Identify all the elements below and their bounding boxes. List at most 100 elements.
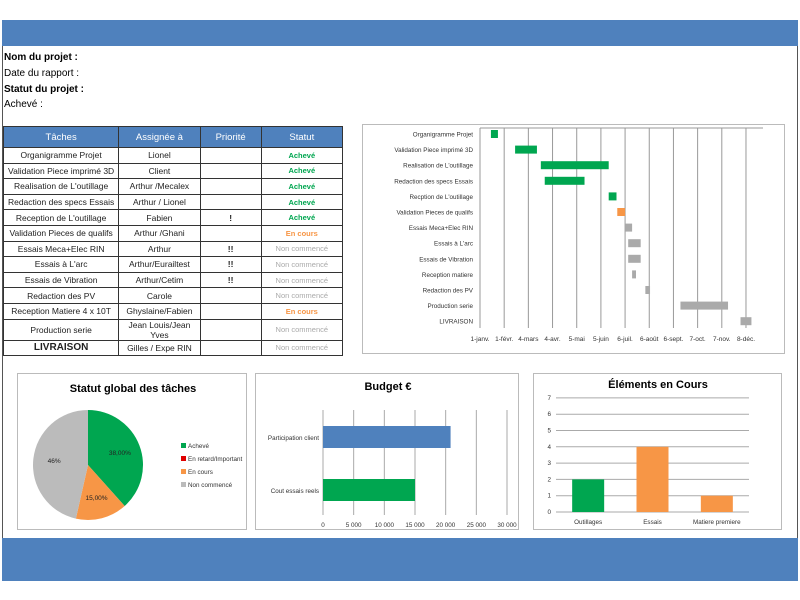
gantt-bar — [625, 223, 633, 232]
budget-chart: Budget € 0 5 000 10 000 15 000 20 000 25 000 30… — [255, 373, 519, 530]
cell-status: Non commencé — [260, 339, 344, 357]
table-row: Essais à L'arc Arthur/Eurailtest!! Non com… — [2, 256, 344, 273]
table-row: Reception de L'outillage Fabien! Achevé — [2, 209, 344, 226]
gantt-bar — [544, 176, 585, 185]
gantt-task-label: Redaction des PV — [423, 288, 474, 295]
cell-task: Validation Pieces de qualifs — [2, 224, 120, 242]
gantt-bar — [645, 286, 651, 294]
cell-priority — [199, 302, 262, 320]
cell-task: Realisation de L'outillage — [2, 178, 120, 195]
gantt-bar — [740, 317, 752, 326]
gantt-task-label: Realisation de L'outillage — [403, 163, 473, 170]
gantt-bar — [540, 161, 609, 170]
table-row: Validation Pieces de qualifs Arthur /Ghan… — [2, 224, 344, 242]
cell-assignee: Arthur/Cetim — [118, 271, 201, 289]
cell-task: LIVRAISON — [2, 339, 120, 357]
project-status-label: Statut du projet : — [4, 84, 84, 95]
gantt-tick-label: 7-nov. — [713, 336, 731, 343]
cell-task: Essais Meca+Elec RIN — [2, 240, 120, 258]
col-taches: Tâches — [2, 126, 120, 148]
table-row: Organigramme Projet Lionel Achevé — [2, 147, 344, 164]
cell-task: Production serie — [2, 318, 120, 341]
elements-tick-label: 0 — [547, 509, 551, 516]
budget-tick-label: 10 000 — [375, 522, 395, 529]
gantt-task-label: Validation Piece imprimé 3D — [394, 147, 473, 154]
legend-swatch — [181, 443, 186, 448]
budget-tick-label: 20 000 — [436, 522, 456, 529]
cell-status: Achevé — [260, 193, 344, 211]
legend-label: En retard/Important — [188, 456, 242, 463]
legend-label: Achevé — [188, 443, 210, 450]
tasks-table: Tâches Assignée à Priorité Statut Organi… — [2, 126, 344, 357]
gantt-tick-label: 4-mars — [518, 336, 539, 343]
elements-category-label: Outillages — [574, 519, 602, 526]
cell-priority — [199, 147, 262, 164]
gantt-task-label: Essais à L'arc — [434, 241, 473, 248]
pie-slice — [33, 410, 88, 519]
elements-chart: Éléments en Cours 0 1 2 3 4 5 6 7 Outillages Essai… — [533, 373, 782, 530]
elements-tick-label: 4 — [547, 444, 551, 451]
table-row: Essais Meca+Elec RIN Arthur!! Non commencé — [2, 240, 344, 258]
gantt-bar — [490, 130, 498, 138]
cell-status: En cours — [260, 302, 344, 320]
cell-assignee: Carole — [118, 287, 201, 304]
elements-tick-label: 3 — [547, 460, 551, 467]
pie-data-label: 46% — [48, 458, 61, 465]
elements-tick-label: 2 — [547, 476, 551, 483]
pie-slice — [88, 410, 143, 506]
bottom-banner — [2, 538, 798, 581]
cell-priority: ! — [199, 209, 262, 226]
cell-assignee: Gilles / Expe RIN — [118, 339, 201, 357]
top-banner — [2, 20, 798, 46]
cell-priority — [199, 318, 262, 341]
budget-tick-label: 25 000 — [467, 522, 487, 529]
elements-bar — [700, 495, 733, 512]
legend-swatch — [181, 469, 186, 474]
elements-tick-label: 7 — [547, 395, 551, 402]
table-row: Redaction des specs Essais Arthur / Lione… — [2, 193, 344, 211]
cell-assignee: Arthur — [118, 240, 201, 258]
table-row: Production serie Jean Louis/Jean Yves Non … — [2, 318, 344, 341]
gantt-task-label: Validation Pieces de qualifs — [396, 210, 473, 217]
pie-chart: Statut global des tâches 38,00% Achevé En r… — [17, 373, 247, 530]
gantt-bar — [632, 270, 636, 279]
gantt-tick-label: 5-juin — [593, 336, 609, 343]
gantt-bar — [515, 145, 537, 154]
gantt-bar — [680, 301, 729, 310]
cell-status: Achevé — [260, 209, 344, 226]
report-date-label: Date du rapport : — [4, 68, 80, 79]
cell-task: Essais à L'arc — [2, 256, 120, 273]
elements-title: Éléments en Cours — [608, 378, 708, 391]
gantt-tick-label: 7-oct. — [689, 336, 705, 343]
gantt-tick-label: 6-juil. — [617, 336, 633, 343]
pie-slice — [75, 465, 125, 520]
pie-data-label: 38,00% — [109, 450, 131, 457]
cell-status: Non commencé — [260, 240, 344, 258]
table-row: Validation Piece imprimé 3D Client Achevé — [2, 162, 344, 180]
cell-status: Achevé — [260, 162, 344, 180]
col-priorite: Priorité — [199, 126, 262, 148]
table-row: LIVRAISON Gilles / Expe RIN Non commencé — [2, 339, 344, 357]
cell-assignee: Ghyslaine/Fabien — [118, 302, 201, 320]
cell-priority: !! — [199, 271, 262, 289]
cell-priority — [199, 193, 262, 211]
gantt-task-label: Essais Meca+Elec RIN — [409, 225, 474, 232]
legend-label: Non commencé — [188, 482, 233, 489]
completed-label: Achevé : — [4, 99, 43, 110]
cell-assignee: Lionel — [118, 147, 201, 164]
table-row: Essais de Vibration Arthur/Cetim!! Non com… — [2, 271, 344, 289]
elements-category-label: Matiere premiere — [693, 519, 741, 526]
gantt-bar — [608, 192, 617, 201]
cell-priority — [199, 287, 262, 304]
gantt-bar — [617, 208, 626, 216]
cell-assignee: Arthur/Eurailtest — [118, 256, 201, 273]
elements-category-label: Essais — [643, 519, 662, 526]
cell-assignee: Arthur /Ghani — [118, 224, 201, 242]
gantt-tick-label: 6-sept. — [664, 336, 684, 343]
budget-category-label: Participation client — [268, 435, 319, 442]
gantt-tick-label: 5-mai — [569, 336, 585, 343]
gantt-tick-label: 1-janv. — [470, 336, 489, 343]
cell-task: Redaction des specs Essais — [2, 193, 120, 211]
pie-data-label: 15,00% — [86, 495, 108, 502]
legend-label: En cours — [188, 469, 213, 476]
